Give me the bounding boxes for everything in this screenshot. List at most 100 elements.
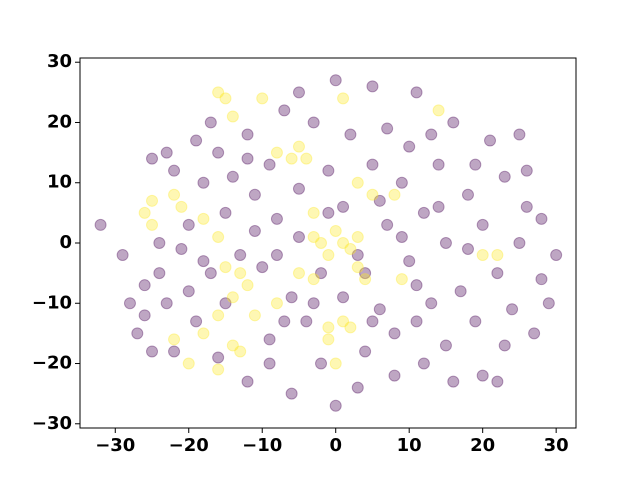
point <box>263 357 276 370</box>
point <box>182 218 195 231</box>
point <box>337 200 350 213</box>
point <box>469 158 482 171</box>
point <box>366 315 379 328</box>
point <box>381 218 394 231</box>
point <box>241 279 254 292</box>
point <box>395 230 408 243</box>
point <box>491 267 504 280</box>
point <box>535 273 548 286</box>
y-tick-label: −30 <box>32 413 72 434</box>
point <box>432 104 445 117</box>
point <box>175 243 188 256</box>
point <box>359 345 372 358</box>
point <box>212 86 225 99</box>
point <box>337 291 350 304</box>
point <box>498 339 511 352</box>
point <box>146 345 159 358</box>
point <box>212 309 225 322</box>
point <box>204 267 217 280</box>
point <box>138 279 151 292</box>
point <box>484 134 497 147</box>
point <box>439 237 452 249</box>
point <box>256 92 269 105</box>
point <box>248 309 261 322</box>
point <box>168 188 181 201</box>
point <box>241 152 254 165</box>
point <box>373 303 386 316</box>
plot-area <box>94 74 563 412</box>
point <box>491 249 504 262</box>
point <box>168 164 181 177</box>
point <box>506 303 519 316</box>
x-tick-label: −20 <box>169 435 209 456</box>
point <box>359 273 372 286</box>
point <box>528 327 541 340</box>
x-tick-label: −10 <box>242 435 282 456</box>
point <box>219 297 232 310</box>
point <box>226 170 239 183</box>
point <box>417 206 430 219</box>
point <box>123 297 136 310</box>
point <box>447 375 460 388</box>
point <box>491 375 504 388</box>
point <box>366 158 379 171</box>
point <box>307 273 320 286</box>
point <box>469 315 482 328</box>
point <box>322 249 335 262</box>
point <box>351 261 364 274</box>
point <box>241 375 254 388</box>
point <box>278 104 291 117</box>
point <box>138 309 151 322</box>
point <box>498 170 511 183</box>
point <box>248 224 261 237</box>
point <box>417 357 430 370</box>
point <box>131 327 144 340</box>
y-tick-label: 30 <box>47 51 72 72</box>
point <box>322 164 335 177</box>
point <box>513 237 526 249</box>
point <box>425 297 438 310</box>
point <box>212 146 225 159</box>
y-tick-label: 10 <box>47 172 72 193</box>
point <box>197 176 210 189</box>
point <box>351 249 364 262</box>
point <box>263 333 276 346</box>
y-tick-label: −10 <box>32 292 72 313</box>
point <box>168 345 181 358</box>
point <box>248 188 261 201</box>
point <box>146 218 159 231</box>
point <box>520 164 533 177</box>
point <box>337 92 350 105</box>
x-tick-label: −30 <box>95 435 135 456</box>
point <box>322 321 335 334</box>
point <box>373 194 386 207</box>
point <box>160 297 173 310</box>
point <box>292 140 305 153</box>
point <box>395 176 408 189</box>
point <box>322 206 335 219</box>
x-tick-label: 0 <box>329 435 342 456</box>
point <box>461 243 474 256</box>
point <box>270 297 283 310</box>
point <box>116 249 129 262</box>
point <box>307 116 320 129</box>
point <box>138 206 151 219</box>
point <box>535 212 548 225</box>
point <box>226 110 239 123</box>
point <box>182 357 195 370</box>
point <box>219 92 232 105</box>
point <box>190 134 203 147</box>
point <box>182 285 195 298</box>
point <box>197 255 210 268</box>
point <box>337 315 350 328</box>
point <box>322 333 335 346</box>
point <box>344 128 357 141</box>
point <box>270 249 283 262</box>
point <box>153 267 166 280</box>
point <box>315 237 328 249</box>
point <box>204 116 217 129</box>
point <box>410 279 423 292</box>
point <box>270 146 283 159</box>
point <box>359 267 372 280</box>
